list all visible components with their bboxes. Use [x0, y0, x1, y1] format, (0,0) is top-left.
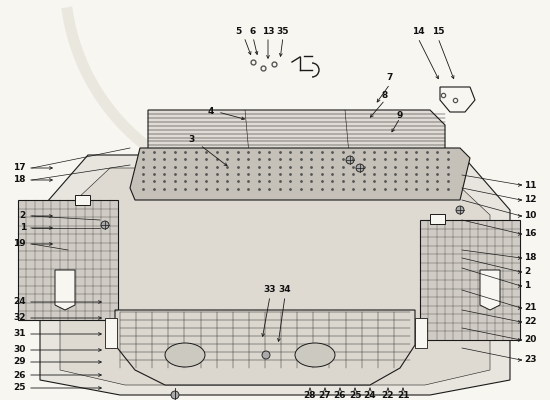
- Text: 24: 24: [364, 390, 376, 400]
- Text: 22: 22: [524, 318, 536, 326]
- Text: 9: 9: [397, 110, 403, 120]
- Text: eurospares: eurospares: [120, 173, 217, 188]
- Text: 27: 27: [318, 390, 331, 400]
- Text: 26: 26: [14, 370, 26, 380]
- Text: 18: 18: [14, 176, 26, 184]
- Polygon shape: [40, 155, 510, 395]
- Polygon shape: [440, 87, 475, 112]
- Text: 1: 1: [524, 282, 530, 290]
- Circle shape: [171, 391, 179, 399]
- Text: 14: 14: [412, 28, 424, 36]
- Bar: [415, 318, 427, 348]
- Polygon shape: [55, 270, 75, 310]
- Polygon shape: [115, 310, 415, 385]
- Text: 34: 34: [279, 286, 292, 294]
- Text: 1: 1: [20, 224, 26, 232]
- Text: 22: 22: [382, 390, 394, 400]
- Text: 23: 23: [524, 356, 536, 364]
- Text: 19: 19: [13, 240, 26, 248]
- Text: 3: 3: [189, 136, 195, 144]
- Text: 28: 28: [304, 390, 316, 400]
- Text: 8: 8: [382, 92, 388, 100]
- Circle shape: [456, 206, 464, 214]
- Text: eurospares: eurospares: [310, 283, 406, 298]
- Circle shape: [262, 351, 270, 359]
- Text: 25: 25: [349, 390, 361, 400]
- Ellipse shape: [295, 343, 335, 367]
- Text: 21: 21: [524, 304, 536, 312]
- Circle shape: [346, 156, 354, 164]
- Text: 35: 35: [277, 28, 289, 36]
- Text: 25: 25: [14, 384, 26, 392]
- Text: 4: 4: [208, 108, 214, 116]
- Polygon shape: [130, 148, 470, 200]
- Bar: [420, 220, 520, 340]
- Text: 21: 21: [397, 390, 409, 400]
- Text: 2: 2: [20, 212, 26, 220]
- Text: 12: 12: [524, 196, 536, 204]
- Text: 10: 10: [524, 212, 536, 220]
- Text: 20: 20: [524, 336, 536, 344]
- Text: 13: 13: [262, 28, 274, 36]
- Text: 24: 24: [13, 298, 26, 306]
- Bar: [105, 318, 117, 348]
- Circle shape: [101, 221, 109, 229]
- Polygon shape: [148, 110, 445, 165]
- Text: 31: 31: [14, 330, 26, 338]
- Bar: [18, 200, 118, 320]
- Text: 32: 32: [14, 314, 26, 322]
- Text: 15: 15: [432, 28, 444, 36]
- Text: 7: 7: [387, 74, 393, 82]
- Text: 16: 16: [524, 230, 536, 238]
- Circle shape: [356, 164, 364, 172]
- Text: 11: 11: [524, 180, 536, 190]
- Text: 26: 26: [334, 390, 346, 400]
- Polygon shape: [60, 168, 490, 385]
- Text: 30: 30: [14, 346, 26, 354]
- Text: 33: 33: [264, 286, 276, 294]
- Text: 2: 2: [524, 268, 530, 276]
- Polygon shape: [480, 270, 500, 310]
- Text: 29: 29: [13, 358, 26, 366]
- Bar: [75, 195, 90, 205]
- Text: 5: 5: [235, 28, 241, 36]
- Text: 17: 17: [13, 164, 26, 172]
- Text: 6: 6: [250, 28, 256, 36]
- Ellipse shape: [165, 343, 205, 367]
- Text: 18: 18: [524, 254, 536, 262]
- Bar: [430, 214, 445, 224]
